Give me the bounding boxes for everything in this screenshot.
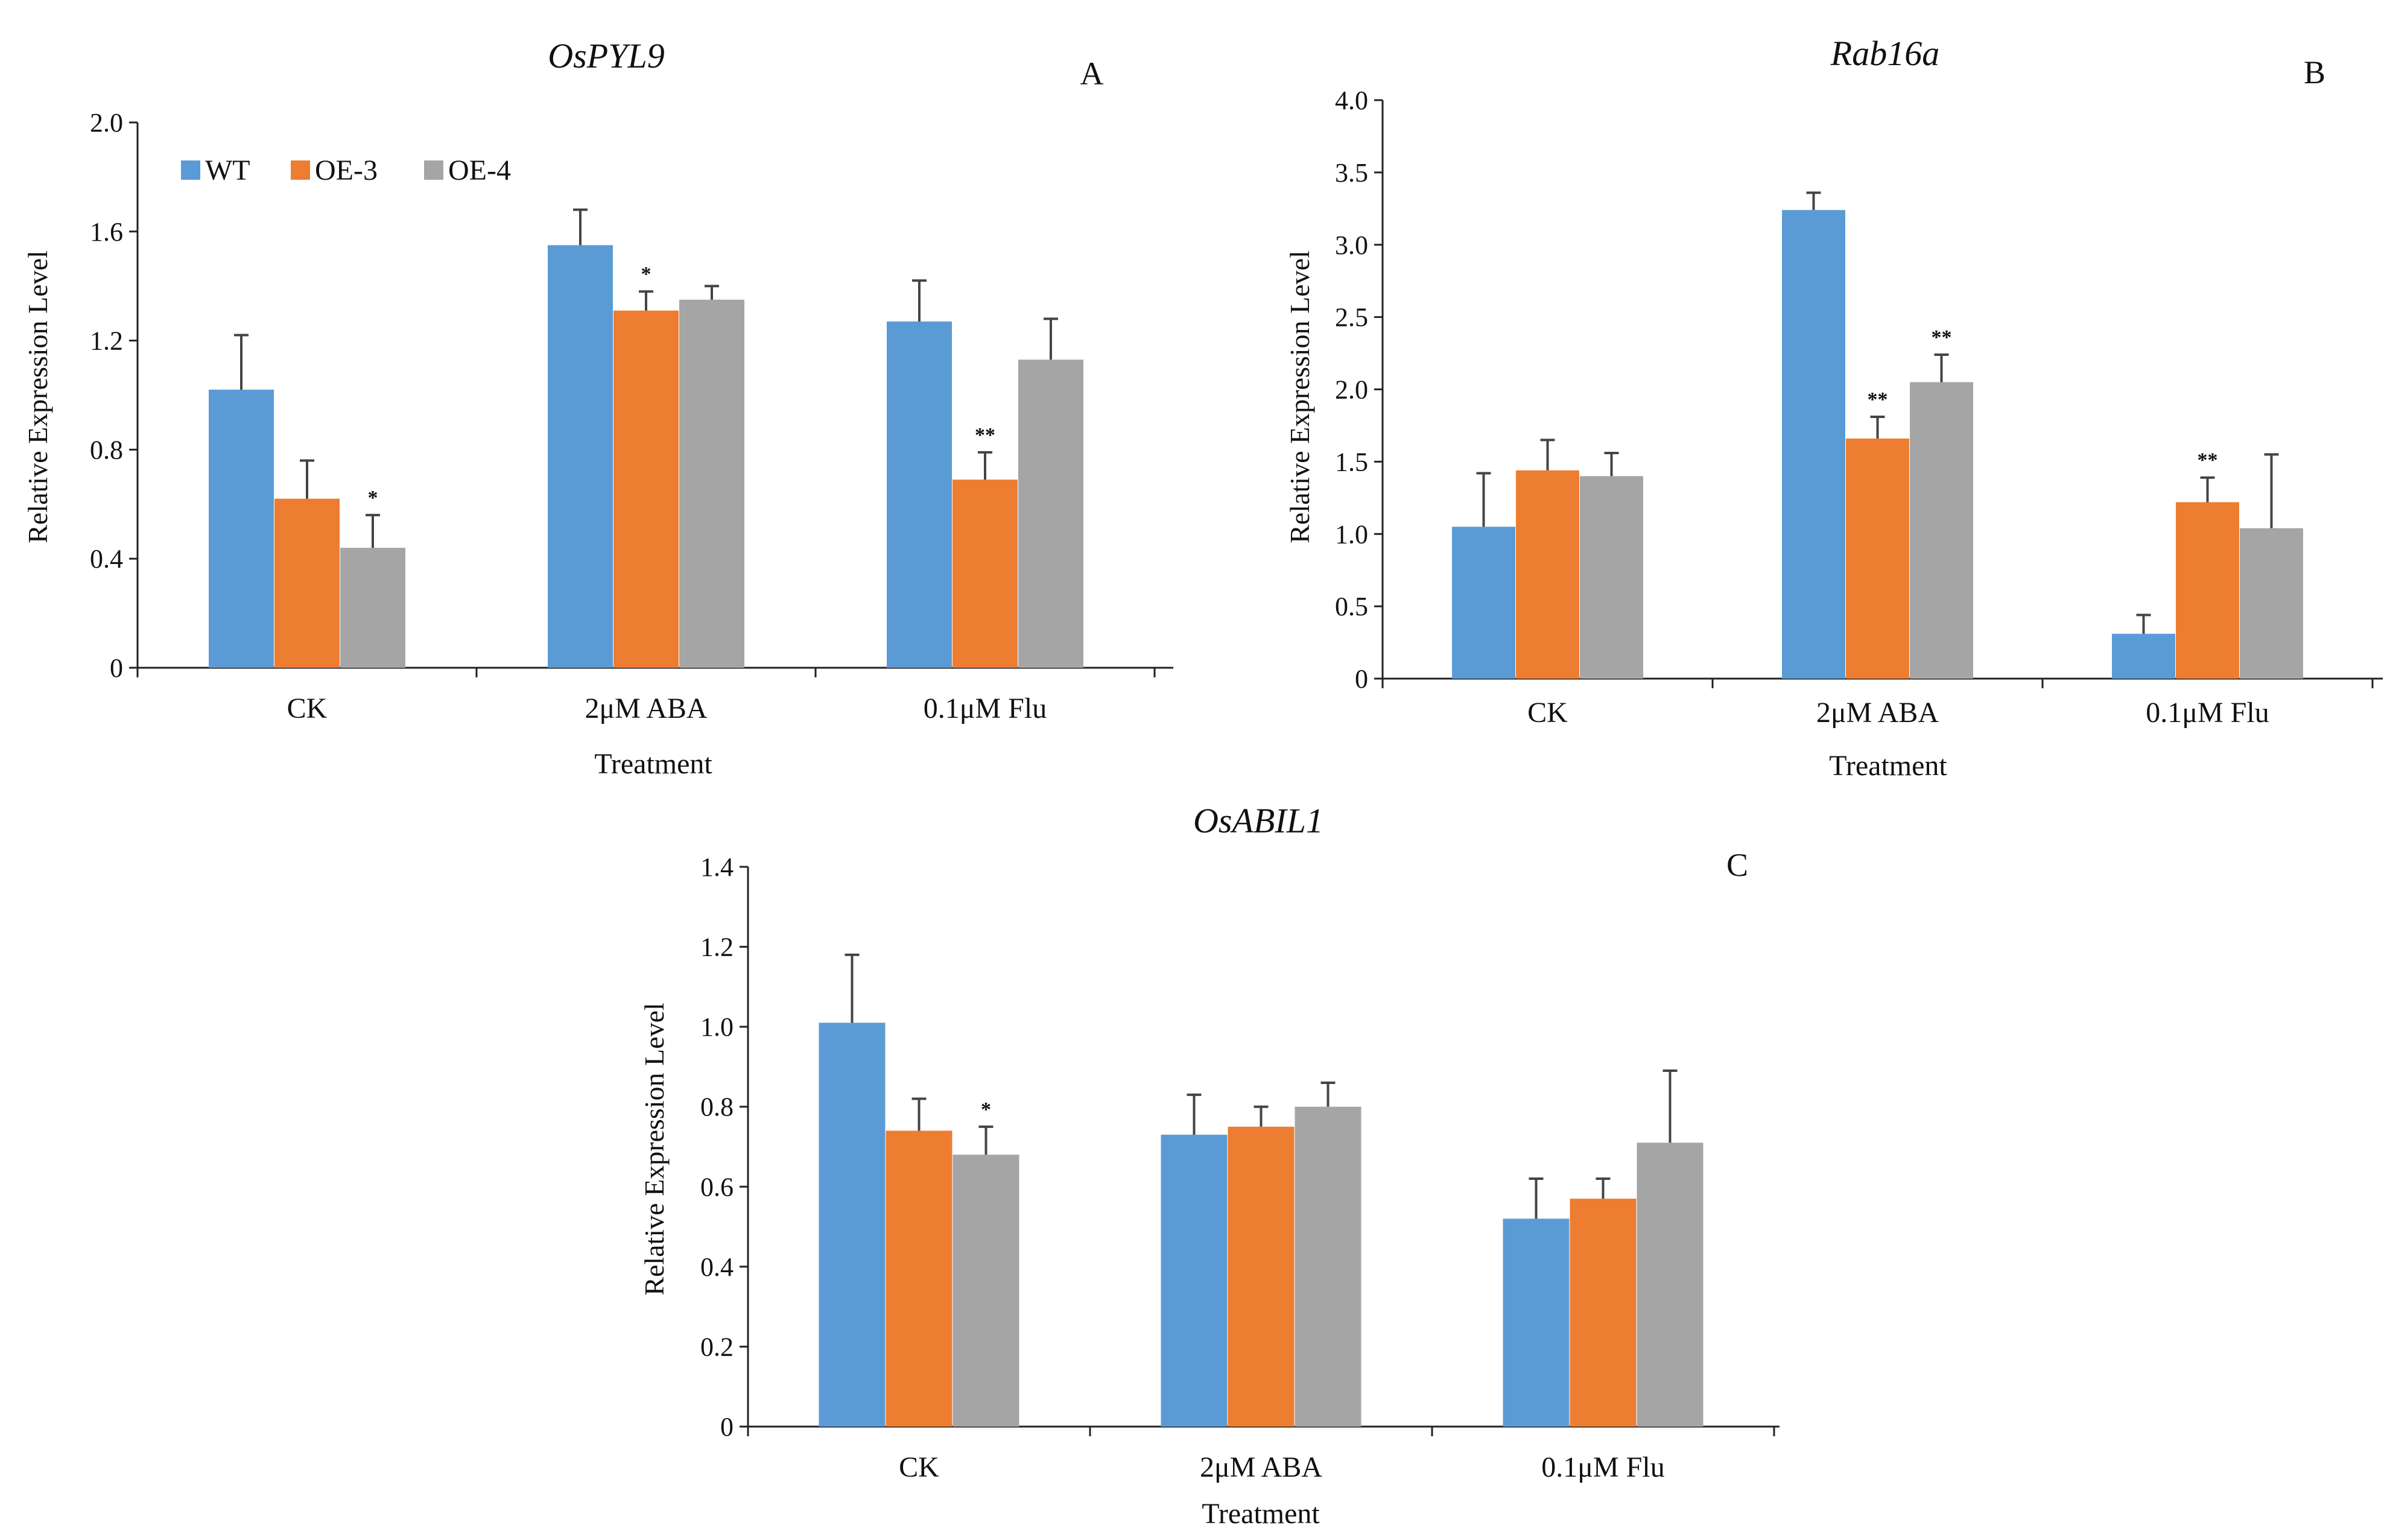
y-axis-label: Relative Expression Level [1284,250,1315,543]
y-tick-label: 1.2 [90,326,123,356]
chart-title: Rab16a [1830,34,1939,73]
x-axis-label: Treatment [594,748,712,780]
bar [340,548,405,668]
y-tick-label: 1.2 [700,933,734,962]
x-tick-label: 2μM ABA [1200,1451,1322,1483]
bar [1161,1135,1228,1427]
panel-label: A [1080,55,1104,92]
chart-panel-b: Rab16a B Relative Expression Level Treat… [1284,34,2383,782]
y-axis-label: Relative Expression Level [639,1003,670,1295]
bar [1228,1126,1295,1427]
panel-label: C [1726,847,1748,883]
bar [887,321,952,668]
bar-series-group: **** [209,208,1083,668]
significance-marker: * [981,1098,991,1121]
bar [819,1022,886,1427]
y-tick-label: 0.5 [1335,592,1368,621]
y-tick-label: 0.4 [700,1252,734,1282]
y-tick-label: 0.6 [700,1172,734,1202]
legend-entry: WT [205,154,250,186]
y-tick-label: 2.0 [90,108,123,138]
x-tick-label: CK [287,692,328,724]
y-tick-label: 0 [110,653,123,683]
y-tick-label: 1.6 [90,217,123,247]
y-tick-label: 1.0 [700,1012,734,1042]
x-tick-label: 2μM ABA [585,692,707,724]
x-axis-label: Treatment [1202,1498,1320,1530]
significance-marker: * [641,263,651,285]
bar [1846,439,1909,679]
y-tick-label: 0.8 [700,1092,734,1122]
y-tick-label: 0 [1355,664,1368,694]
y-tick-label: 0 [720,1412,734,1442]
panel-label: B [2304,54,2325,90]
significance-marker: * [368,487,378,509]
bar [2240,528,2303,679]
significance-marker: ** [1932,326,1952,349]
y-tick-label: 0.4 [90,544,123,574]
bar [1503,1218,1570,1427]
bar [2112,633,2175,679]
x-tick-label: 0.1μM Flu [924,692,1047,724]
chart-title: OsABIL1 [1193,801,1323,840]
x-tick-label: 2μM ABA [1816,697,1939,729]
y-tick-label: 4.0 [1335,86,1368,115]
y-axis: 0 0.4 0.8 1.2 1.6 2.0 [90,108,139,683]
bar [2176,502,2239,679]
legend-swatch [181,160,200,180]
y-tick-label: 2.5 [1335,303,1368,332]
y-axis-label: Relative Expression Level [22,250,53,543]
x-axis: CK 2μM ABA 0.1μM Flu [747,1425,1780,1483]
bar [1295,1106,1361,1427]
bar-series-group: * [819,953,1704,1427]
y-tick-label: 0.2 [700,1332,734,1361]
bar [613,310,679,668]
y-tick-label: 3.5 [1335,158,1368,188]
legend-entry: OE-4 [448,154,511,186]
y-axis: 0 0.2 0.4 0.6 0.8 1.0 1.2 1.4 [700,852,749,1442]
bar [952,480,1018,668]
chart-panel-c: OsABIL1 C Relative Expression Level Trea… [639,801,1780,1530]
significance-marker: ** [975,424,995,446]
bar [1910,382,1973,679]
bar [952,1155,1019,1427]
bar [1782,210,1845,679]
bar [886,1130,952,1427]
y-axis: 0 0.5 1.0 1.5 2.0 2.5 3.0 3.5 4.0 [1335,86,1384,694]
y-tick-label: 1.4 [700,852,734,882]
x-tick-label: CK [1527,697,1568,729]
y-tick-label: 1.0 [1335,519,1368,549]
bar [1452,527,1515,679]
bar [548,245,613,668]
bar [679,299,744,668]
chart-title: OsPYL9 [548,36,664,75]
bar [1637,1142,1704,1427]
bar [209,389,274,668]
y-tick-label: 1.5 [1335,447,1368,477]
x-tick-label: 0.1μM Flu [1541,1451,1664,1483]
bar [1580,476,1643,679]
bar [1018,360,1083,668]
x-tick-label: 0.1μM Flu [2146,697,2269,729]
bar [1516,470,1579,679]
significance-marker: ** [2198,449,2218,472]
y-tick-label: 0.8 [90,435,123,464]
legend-entry: OE-3 [315,154,378,186]
significance-marker: ** [1868,388,1888,411]
x-axis-label: Treatment [1829,750,1947,782]
legend: WT OE-3 OE-4 [181,154,511,186]
bar-series-group: ** ** ** [1452,191,2303,679]
legend-swatch [291,160,310,180]
legend-swatch [424,160,443,180]
bar [1570,1199,1637,1427]
bar [274,498,340,668]
x-tick-label: CK [899,1451,939,1483]
y-tick-label: 2.0 [1335,375,1368,405]
chart-panel-a: OsPYL9 A Relative Expression Level Treat… [22,36,1173,780]
y-tick-label: 3.0 [1335,230,1368,260]
